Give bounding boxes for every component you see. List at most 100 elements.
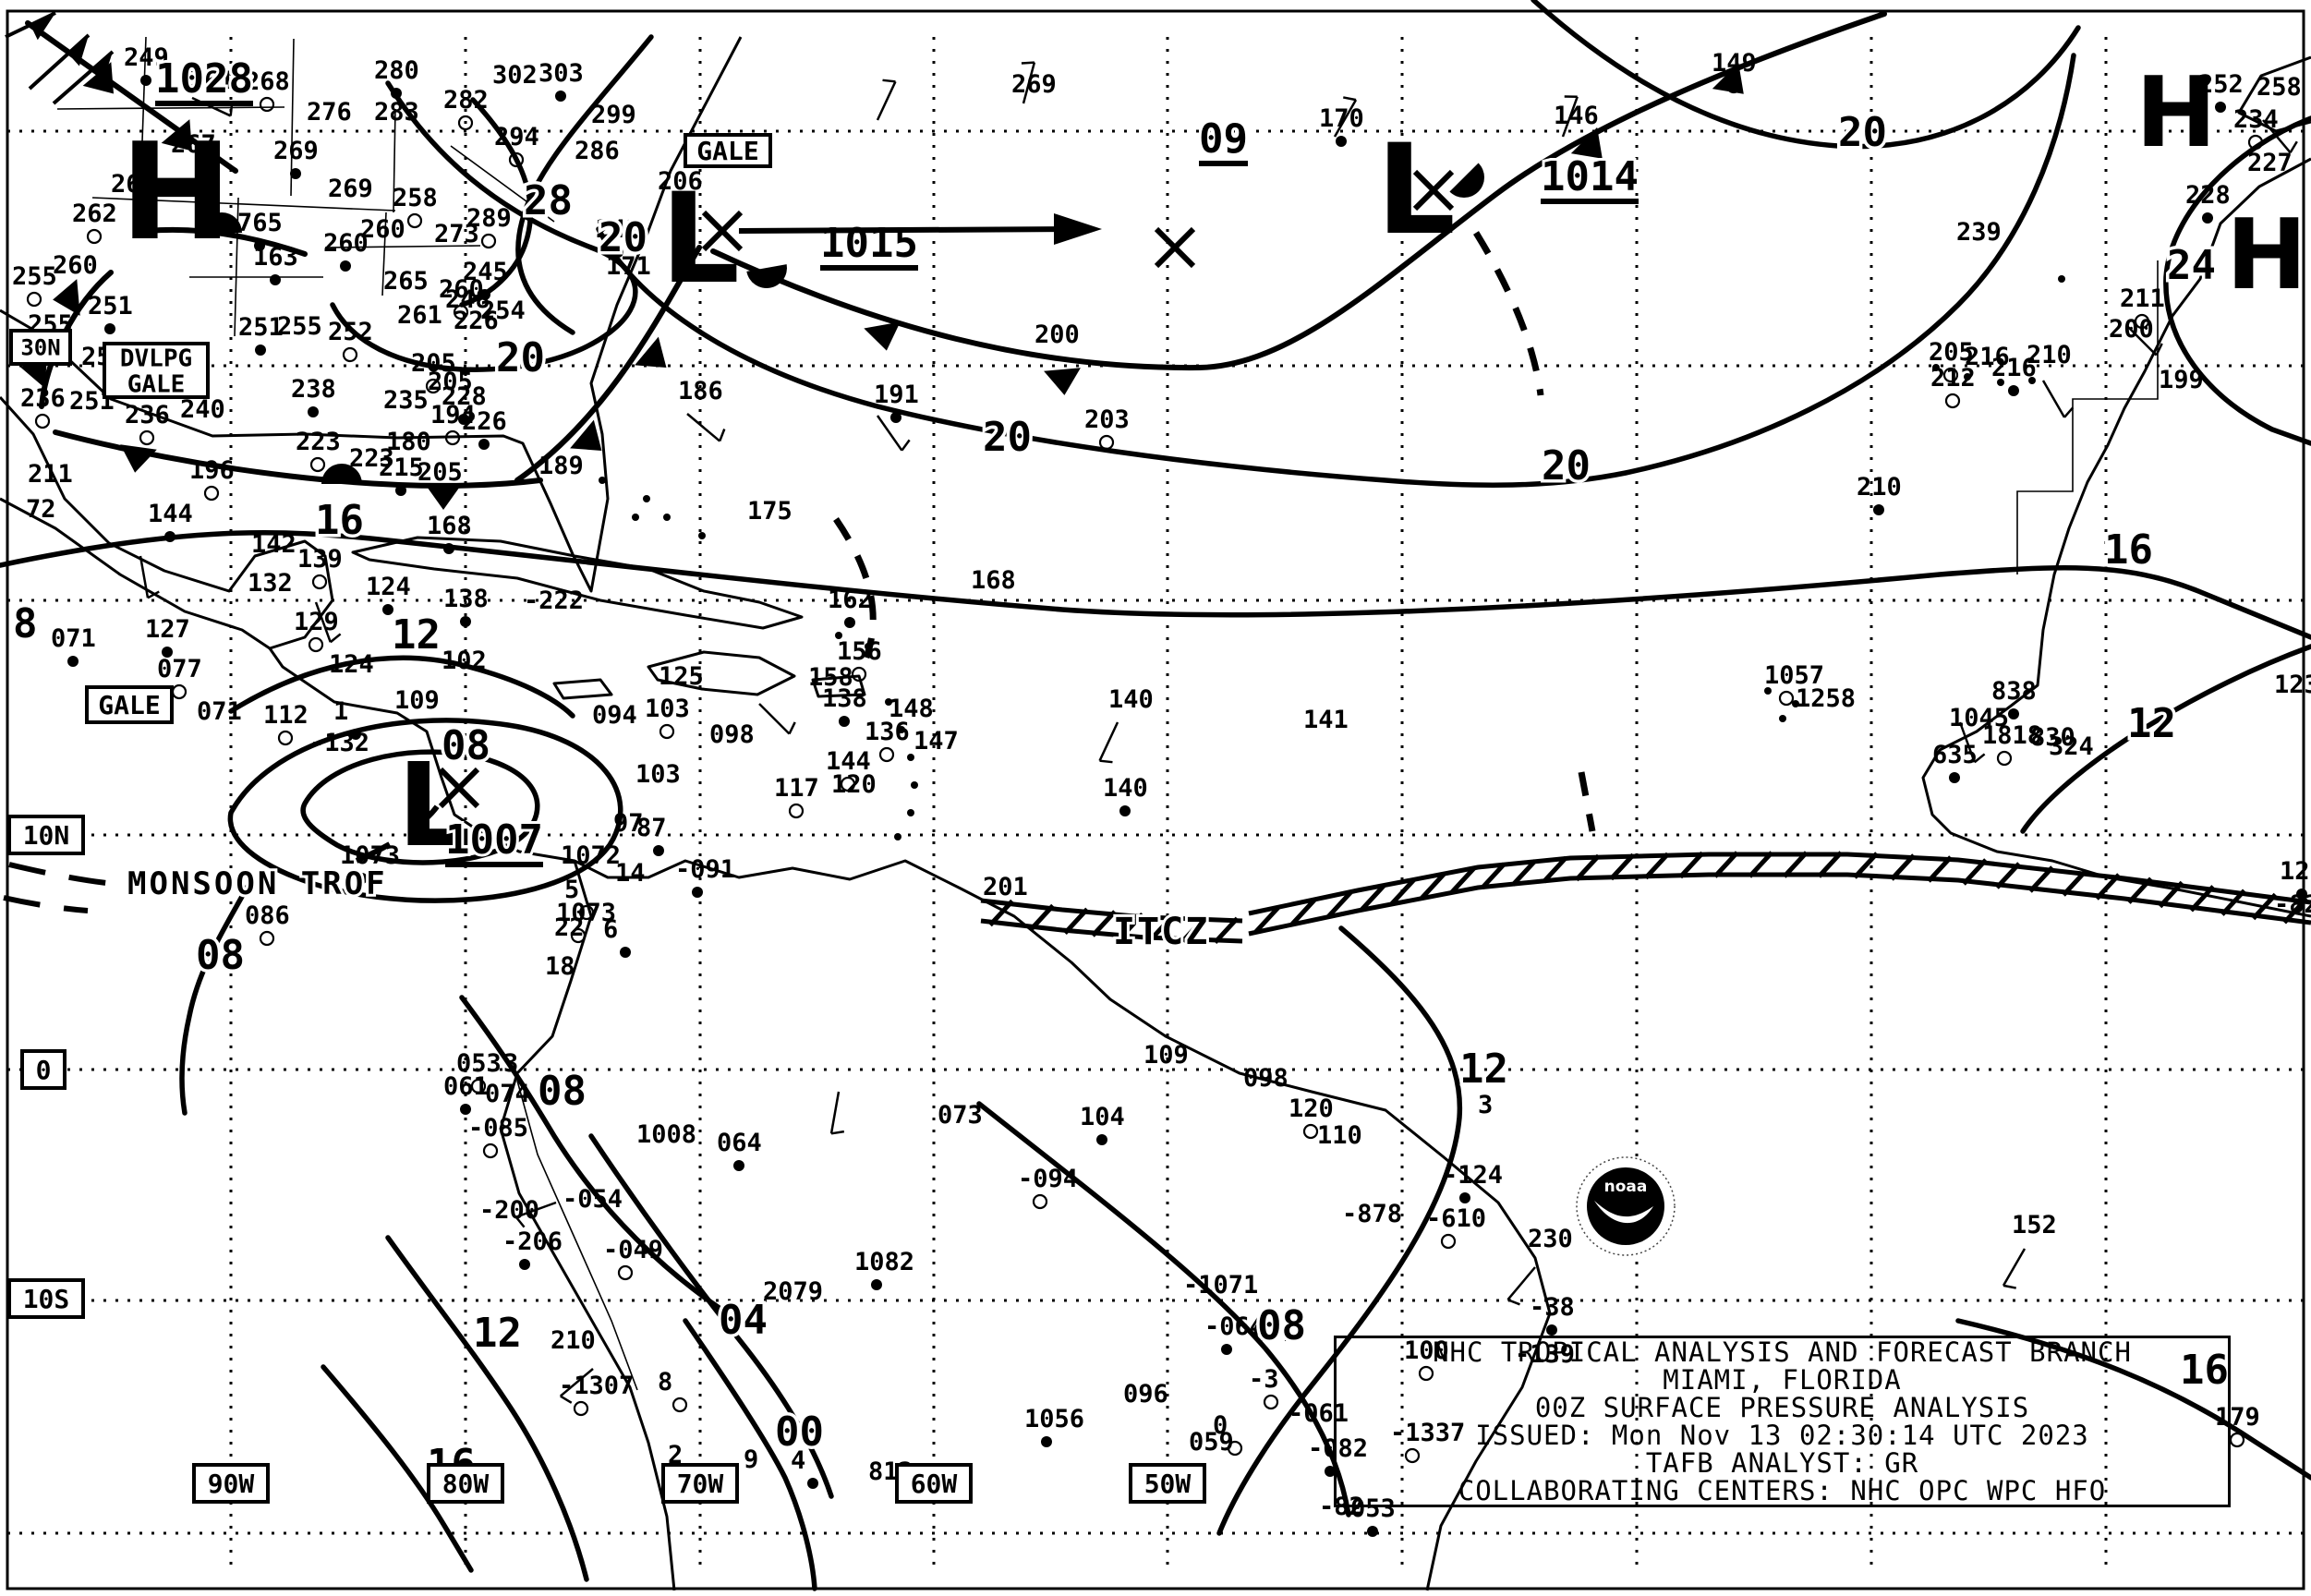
station-value: 200 [2109, 315, 2154, 344]
itcz-band-edge [1248, 872, 2311, 937]
station-value: 098 [1243, 1064, 1289, 1093]
station-value: 199 [2159, 366, 2204, 394]
station-value: 104 [1080, 1103, 1125, 1131]
station-value: -124 [1443, 1161, 1503, 1190]
gale-box [85, 685, 174, 724]
station-value: 139 [297, 545, 343, 574]
itcz-hatch [2189, 885, 2216, 913]
station-marker-dot [104, 323, 115, 334]
front-triangle [570, 419, 602, 451]
itcz-hatch [1119, 912, 1144, 940]
island [894, 833, 901, 840]
station-value: 186 [678, 377, 723, 405]
isobar-label: 20 [983, 414, 1032, 461]
station-marker-dot [460, 616, 471, 627]
island [885, 698, 892, 706]
political-border [324, 245, 481, 248]
station-value: 260 [323, 229, 369, 258]
station-value: 170 [1319, 104, 1364, 133]
coastline [552, 678, 613, 700]
station-value: 2 [668, 1441, 683, 1469]
wind-barb-tick [901, 439, 911, 452]
station-value: 189 [538, 452, 584, 480]
station-marker-dot [1336, 136, 1347, 147]
isobar-label: 20 [1838, 109, 1887, 156]
station-value: 163 [253, 243, 298, 272]
station-marker-circle [1032, 1193, 1048, 1210]
station-value: 210 [1857, 473, 1902, 502]
front-semicircle [201, 212, 242, 233]
station-value: 124 [366, 573, 411, 601]
front-triangle [53, 279, 80, 316]
wind-barb-tick [1021, 61, 1035, 65]
wind-pennant-flag [30, 13, 55, 41]
station-marker-circle [659, 723, 675, 740]
10n-label: 10N [23, 820, 70, 851]
station-value: 269 [1011, 70, 1057, 99]
station-value: -064 [1204, 1312, 1264, 1341]
station-value: 303 [538, 59, 584, 88]
movement-arrow-head [1054, 213, 1102, 245]
station-value: 144 [826, 747, 871, 776]
station-marker-dot [733, 1160, 744, 1171]
station-value: 196 [189, 456, 235, 485]
station-marker-dot [382, 604, 393, 615]
itcz-hatch [1389, 877, 1416, 906]
station-value: 273 [434, 220, 479, 248]
station-marker-dot [164, 531, 175, 542]
noaa-logo-bird [1594, 1201, 1653, 1224]
dvlpg-box [103, 342, 210, 399]
station-marker-circle [342, 346, 358, 363]
map-border [6, 9, 2305, 1590]
station-marker-circle [406, 212, 423, 229]
title-branch: NHC TROPICAL ANALYSIS AND FORECAST BRANC… [1433, 1336, 2132, 1368]
coastline [811, 674, 866, 698]
station-marker-circle [86, 228, 103, 245]
itcz-hatch [1643, 852, 1670, 880]
itcz-hatch [1890, 853, 1916, 881]
station-value: 2079 [763, 1277, 823, 1306]
station-value: 255 [12, 262, 57, 291]
wind-barb [1958, 721, 1976, 763]
station-value: -139 [1515, 1340, 1575, 1369]
station-value: 226 [462, 407, 507, 436]
isobar-label: 04 [719, 1297, 768, 1344]
station-value: 280 [374, 56, 419, 85]
station-value: 142 [251, 530, 296, 559]
station-marker-dot [1546, 1324, 1557, 1336]
station-value: 077 [157, 655, 202, 683]
station-value: 267 [171, 130, 216, 159]
wind-barb-tick [719, 429, 726, 442]
station-marker-circle [1942, 367, 1959, 383]
station-value: 269 [328, 175, 373, 203]
wind-barb-tick [1973, 753, 1986, 764]
station-value: -878 [1342, 1200, 1402, 1228]
itcz-hatch [1609, 852, 1636, 881]
wind-barb [314, 601, 332, 643]
station-value: 286 [575, 137, 620, 165]
station-marker-dot [519, 1259, 530, 1270]
station-marker-dot [1873, 504, 1884, 515]
station-value: 265 [383, 267, 429, 296]
meridian-box [661, 1463, 739, 1504]
station-value: 125 [659, 662, 704, 691]
low-center-symbol: L [397, 739, 471, 873]
station-value: 8 [658, 1368, 672, 1396]
political-border [516, 1080, 638, 1391]
wind-barb-tick [1506, 1299, 1520, 1306]
front-semicircle [321, 464, 362, 484]
isobar-label: 12 [392, 611, 441, 659]
station-marker-circle [453, 304, 469, 320]
station-value: 236 [20, 384, 66, 413]
political-border [290, 38, 295, 197]
isobar [515, 34, 654, 335]
political-border [56, 106, 285, 110]
station-value: -1337 [1390, 1419, 1465, 1447]
monsoon-trough-line [3, 895, 89, 913]
coastline [0, 36, 743, 593]
station-marker-circle [309, 456, 326, 473]
station-value: 268 [245, 67, 290, 96]
station-marker-dot [140, 75, 151, 86]
isobar-label: 08 [1257, 1302, 1306, 1349]
station-value: 136 [865, 718, 910, 746]
